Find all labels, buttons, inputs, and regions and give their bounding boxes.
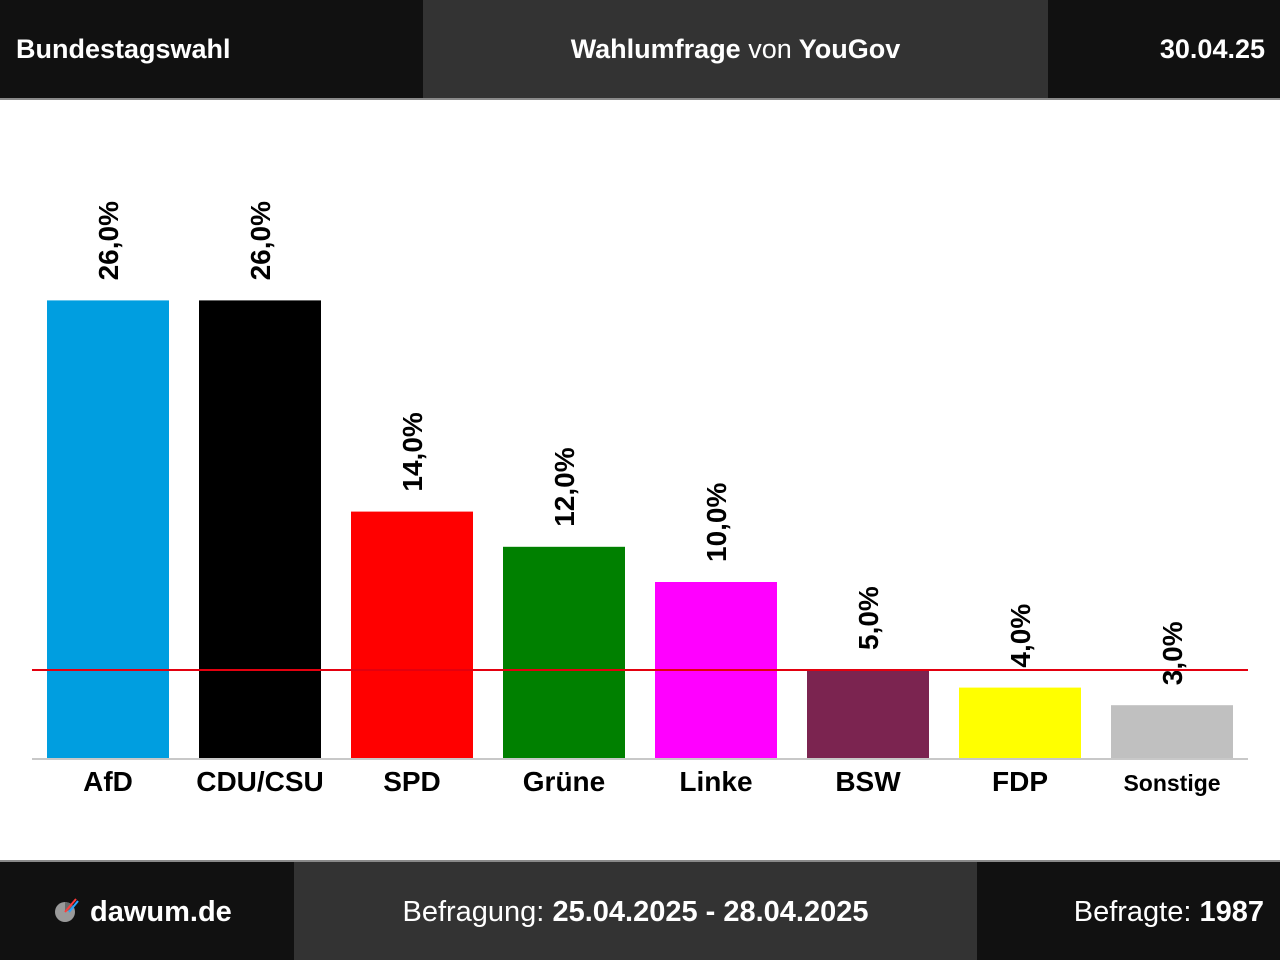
value-label-afd: 26,0% <box>93 201 124 280</box>
bar-spd <box>351 511 473 758</box>
institute-name: YouGov <box>798 34 901 64</box>
category-label-gruene: Grüne <box>523 766 605 797</box>
survey-period: Befragung: 25.04.2025 - 28.04.2025 <box>294 862 977 960</box>
category-label-cdu-csu: CDU/CSU <box>196 766 324 797</box>
bar-fdp <box>959 687 1081 758</box>
value-label-cdu-csu: 26,0% <box>245 201 276 280</box>
respondents-count: 1987 <box>1199 896 1264 928</box>
poll-von: von <box>748 34 792 64</box>
brand-name: dawum.de <box>90 896 232 928</box>
value-label-fdp: 4,0% <box>1005 604 1036 668</box>
header-center-panel <box>423 0 1048 98</box>
poll-date: 30.04.25 <box>1159 34 1265 64</box>
header-bar: Bundestagswahl Wahlumfrage von YouGov 30… <box>0 0 1280 100</box>
footer-bar: dawum.de Befragung: 25.04.2025 - 28.04.2… <box>0 860 1280 960</box>
bar-gruene <box>503 546 625 758</box>
poll-label: Wahlumfrage <box>570 34 741 64</box>
value-label-gruene: 12,0% <box>549 447 580 526</box>
value-label-spd: 14,0% <box>397 412 428 491</box>
dawum-logo-icon <box>55 898 79 923</box>
bar-bsw <box>807 670 929 758</box>
value-label-linke: 10,0% <box>701 483 732 562</box>
respondents: Befragte: 1987 <box>1074 862 1264 960</box>
category-label-sonstige: Sonstige <box>1123 770 1220 796</box>
survey-label: Befragung: <box>402 896 545 928</box>
bar-cdu-csu <box>199 300 321 758</box>
bar-afd <box>47 300 169 758</box>
category-label-bsw: BSW <box>835 766 901 797</box>
category-label-spd: SPD <box>383 766 441 797</box>
bar-sonstige <box>1111 705 1233 758</box>
value-label-bsw: 5,0% <box>853 586 884 650</box>
footer-center-panel <box>294 862 977 960</box>
value-label-sonstige: 3,0% <box>1157 621 1188 685</box>
election-title: Bundestagswahl <box>16 34 231 64</box>
category-label-fdp: FDP <box>992 766 1048 797</box>
category-label-linke: Linke <box>679 766 752 797</box>
respondents-label: Befragte: <box>1073 896 1192 928</box>
category-label-afd: AfD <box>83 766 133 797</box>
poll-source: Wahlumfrage von YouGov <box>423 0 1048 98</box>
bar-chart: 26,0% AfD 26,0% CDU/CSU 14,0% SPD 12,0% Grüne 10… <box>32 201 1248 797</box>
brand[interactable]: dawum.de <box>54 862 232 960</box>
survey-dates: 25.04.2025 - 28.04.2025 <box>552 896 869 928</box>
